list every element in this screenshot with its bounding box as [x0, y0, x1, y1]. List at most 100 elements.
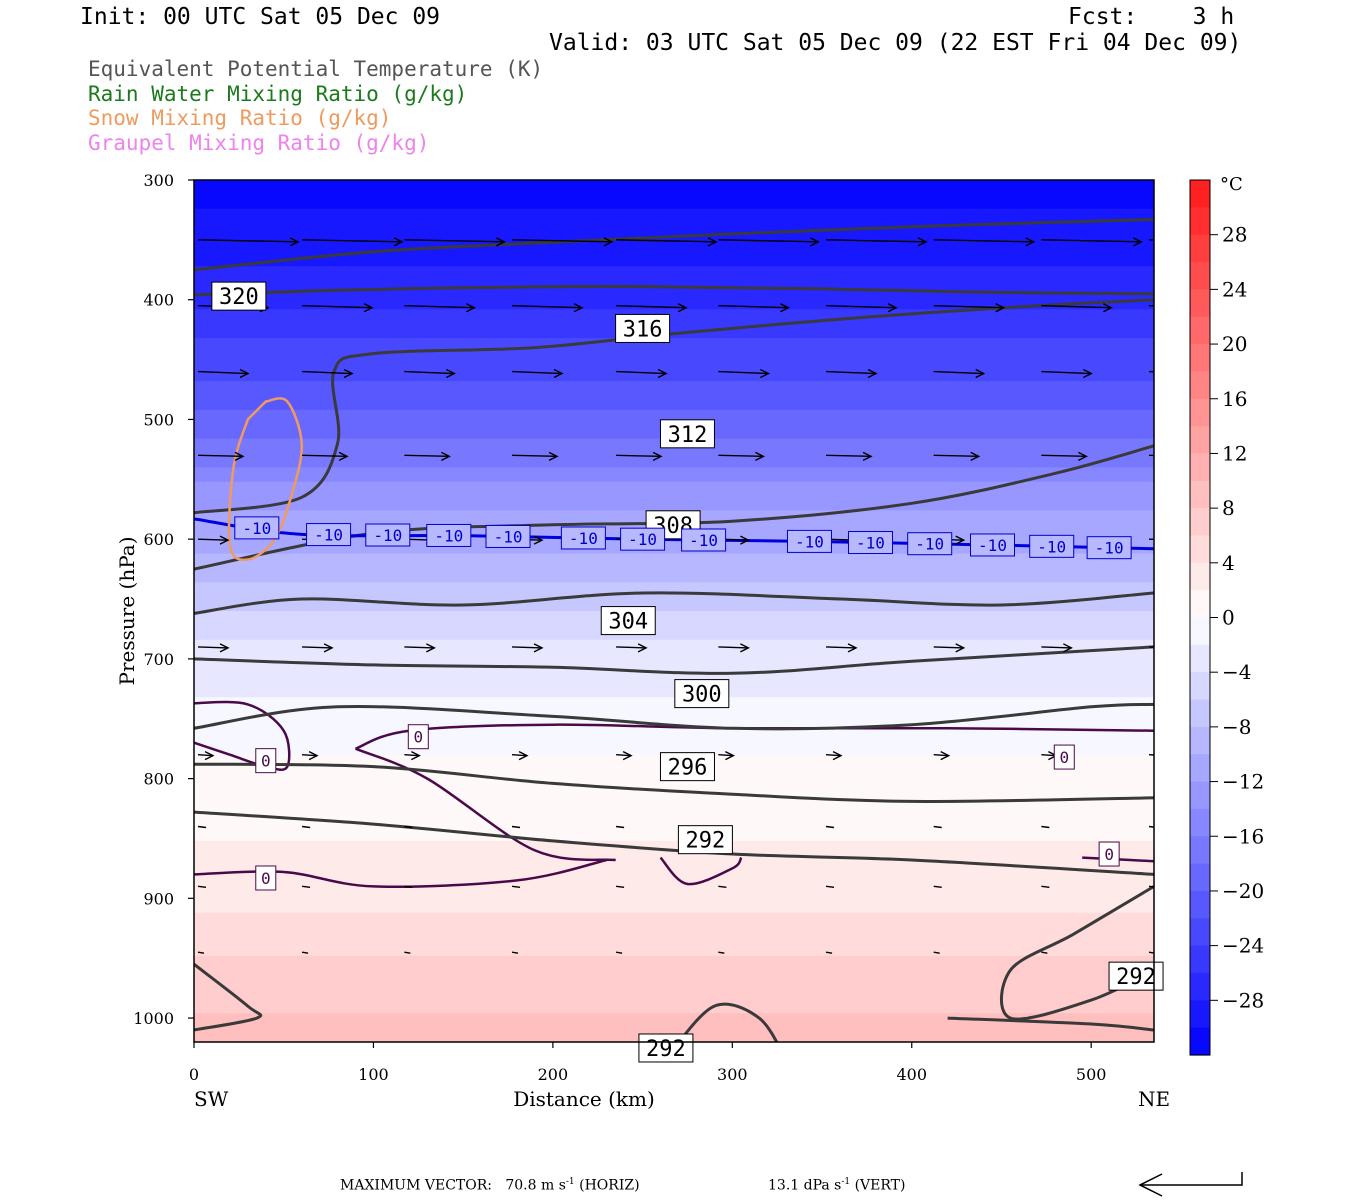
- colorbar-swatch: [1190, 207, 1210, 236]
- horiz-tail: (HORIZ): [579, 1177, 640, 1194]
- colorbar: 28 24 20 16 12 8 4 0 −4 −8 −12 −16 −20 −24 −28 °C: [1189, 174, 1264, 1056]
- wind-vector: [1041, 237, 1143, 247]
- wind-vector-head: [308, 751, 319, 761]
- theta-e-label-box: [677, 825, 733, 855]
- wind-vector-shaft: [511, 885, 521, 889]
- temperature-band: [194, 409, 1154, 426]
- x-axis: 0 100 200 300 400 500 Distance (km) SW NE: [189, 1042, 1170, 1111]
- wind-vector-head: [677, 303, 688, 313]
- minus10-label-box: [426, 523, 472, 547]
- vert-tail: (VERT): [854, 1177, 906, 1194]
- x-tick-label: 400: [896, 1065, 927, 1084]
- temperature-band: [194, 668, 1154, 684]
- vert-exponent: -1: [841, 1177, 851, 1187]
- max-horiz-value: 70.8 m s: [505, 1177, 566, 1194]
- wind-vector-shaft: [404, 454, 450, 458]
- wind-vector-shaft: [511, 370, 563, 375]
- temperature-band: [194, 611, 1154, 627]
- temperature-band: [194, 180, 1154, 196]
- wind-vector: [511, 368, 564, 379]
- theta-e-label: 316: [615, 313, 671, 343]
- reference-vector-head: [1138, 1173, 1163, 1197]
- wind-vector-head: [363, 303, 374, 313]
- wind-vector: [404, 237, 506, 247]
- wind-vector-shaft: [197, 370, 249, 375]
- wind-vector: [511, 951, 519, 954]
- max-vert-value: 13.1 dPa s: [768, 1177, 842, 1194]
- wind-vector-shaft: [511, 646, 543, 649]
- wind-vector: [1148, 885, 1154, 888]
- x-tick-label: 200: [538, 1065, 569, 1084]
- wind-vector: [197, 451, 245, 461]
- wind-vector-shaft: [933, 951, 940, 954]
- wind-vector-shaft: [1148, 825, 1154, 828]
- wind-vector: [933, 885, 942, 889]
- wind-vector-shaft: [511, 753, 528, 757]
- theta-e-label: 312: [659, 419, 715, 449]
- x-tick-label: 300: [717, 1065, 748, 1084]
- temperature-band: [194, 366, 1154, 383]
- wind-vector-shaft: [511, 305, 583, 309]
- wind-vector: [511, 885, 521, 889]
- wind-vector-head: [652, 451, 663, 461]
- colorbar-tick-label: 16: [1222, 387, 1247, 411]
- temperature-band: [194, 639, 1154, 656]
- wind-vector-head: [219, 535, 230, 545]
- wind-vector: [404, 825, 413, 829]
- colorbar-swatch: [1190, 836, 1210, 865]
- theta-e-label-text: 304: [608, 610, 648, 635]
- minus10-label: -10: [426, 523, 472, 547]
- zero-label: 0: [1053, 744, 1075, 770]
- wind-vector: [826, 451, 873, 461]
- wind-vector-shaft: [616, 753, 632, 757]
- wind-vector-shaft: [718, 454, 764, 458]
- wind-vector: [404, 951, 411, 954]
- wind-vector-shaft: [1148, 753, 1154, 756]
- wind-vector-head: [603, 237, 614, 247]
- minus10-label-box: [560, 526, 606, 550]
- wind-vector: [718, 751, 735, 761]
- wind-vector-head: [887, 303, 898, 313]
- temperature-band: [194, 912, 1154, 929]
- theta-e-label: 292: [677, 825, 733, 855]
- wind-vector-shaft: [616, 305, 687, 309]
- zero-label-text: 0: [261, 869, 271, 888]
- wind-vector-shaft: [301, 825, 311, 829]
- wind-vector-shaft: [404, 753, 420, 757]
- colorbar-swatch: [1190, 972, 1210, 1001]
- y-tick-label: 1000: [133, 1009, 174, 1028]
- wind-vector-head: [1078, 451, 1088, 461]
- wind-vector-head: [338, 451, 349, 461]
- wind-vector-head: [533, 535, 544, 545]
- wind-vector: [825, 885, 835, 889]
- wind-vector-shaft: [512, 239, 613, 243]
- wind-vector-shaft: [302, 753, 318, 757]
- wind-vector-head: [1133, 237, 1143, 247]
- wind-vector-head: [1171, 536, 1179, 544]
- wind-vector: [826, 643, 858, 653]
- colorbar-swatch: [1190, 644, 1210, 673]
- init-time: Init: 00 UTC Sat 05 Dec 09: [80, 4, 441, 30]
- colorbar-tick-label: 28: [1222, 223, 1247, 247]
- field-rain-water: Rain Water Mixing Ratio (g/kg): [88, 82, 468, 106]
- zero-label-text: 0: [1104, 845, 1114, 864]
- wind-vector: [302, 451, 349, 461]
- temperature-band: [194, 582, 1154, 598]
- temperature-band: [194, 970, 1154, 986]
- field-snow: Snow Mixing Ratio (g/kg): [88, 106, 392, 130]
- minus10-label-box: [1029, 534, 1075, 558]
- minus10-label-text: -10: [978, 536, 1007, 555]
- theta-e-contour: [194, 298, 1154, 515]
- wind-vector-shaft: [404, 825, 413, 829]
- wind-vector-head: [867, 368, 878, 379]
- reference-vector-icon: [1138, 1172, 1243, 1197]
- wind-vector-shaft: [404, 305, 475, 309]
- colorbar-tick-label: 12: [1222, 441, 1247, 465]
- zero-label: 0: [1098, 841, 1120, 867]
- wind-vector-shaft: [616, 370, 667, 375]
- zero-isotherm: [355, 747, 616, 862]
- wind-vector-shaft: [825, 885, 835, 889]
- wind-vector: [404, 751, 421, 761]
- colorbar-tick-label: −12: [1222, 770, 1264, 794]
- wind-vector-shaft: [404, 885, 413, 889]
